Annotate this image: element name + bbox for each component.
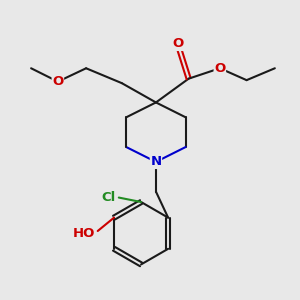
- Text: Cl: Cl: [102, 191, 116, 204]
- Text: O: O: [52, 75, 64, 88]
- Text: N: N: [150, 155, 161, 168]
- Text: O: O: [214, 62, 226, 75]
- Text: HO: HO: [72, 227, 95, 240]
- Text: O: O: [172, 38, 184, 50]
